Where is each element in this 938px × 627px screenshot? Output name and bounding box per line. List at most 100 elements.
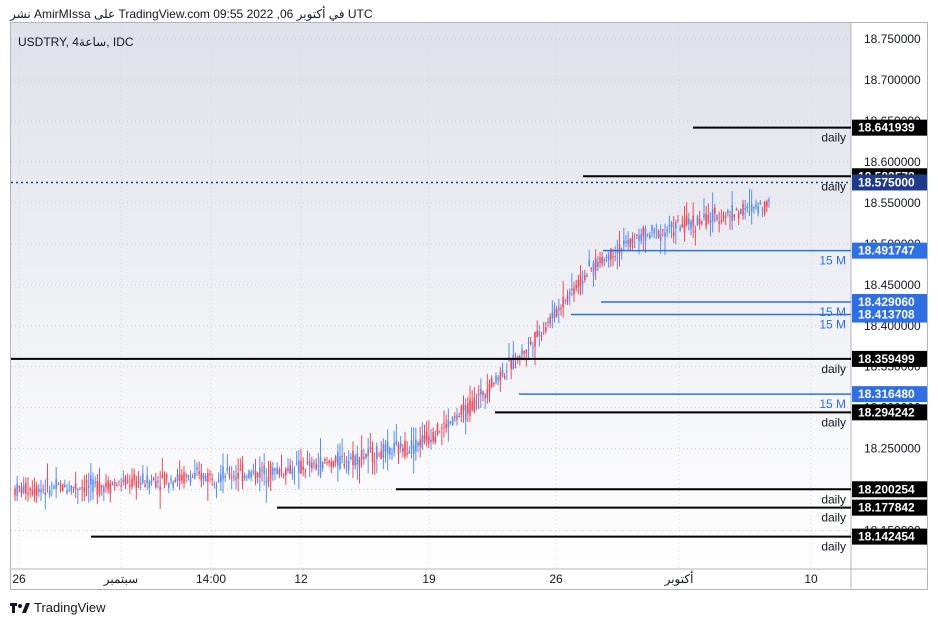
level-timeframe-label: daily xyxy=(821,131,846,145)
candle-body xyxy=(471,401,473,411)
candle-body xyxy=(25,482,27,494)
candle-body xyxy=(155,480,157,488)
candle-body xyxy=(261,470,263,472)
candle-body xyxy=(298,460,300,473)
candle-body xyxy=(109,483,112,494)
candle-body xyxy=(740,208,742,214)
candle-body xyxy=(139,482,142,485)
candle-body xyxy=(629,238,632,248)
candle-body xyxy=(430,439,432,443)
candle-body xyxy=(274,468,276,471)
candle-body xyxy=(588,260,590,267)
price-tag-label: 18.177842 xyxy=(858,501,915,515)
candle-body xyxy=(547,321,549,323)
y-tick-label: 18.600000 xyxy=(864,155,921,169)
candle-body xyxy=(291,468,294,475)
candle-body xyxy=(191,476,194,478)
candle-body xyxy=(627,240,629,244)
candle-body xyxy=(685,215,688,225)
candle-body xyxy=(317,465,320,467)
candle-body xyxy=(659,234,662,241)
price-tag-label: 18.316480 xyxy=(858,387,915,401)
candle-body xyxy=(668,224,671,227)
candle-body xyxy=(538,331,541,336)
candle-body xyxy=(230,476,233,478)
candle-body xyxy=(718,221,720,224)
level-timeframe-label: 15 M xyxy=(819,397,846,411)
candle-body xyxy=(163,478,166,485)
candle-body xyxy=(404,440,406,457)
candle-body xyxy=(198,471,200,475)
price-tag xyxy=(852,528,927,545)
y-tick-label: 18.450000 xyxy=(864,278,921,292)
candle-body xyxy=(157,480,159,482)
candle-body xyxy=(633,246,636,248)
candle-body xyxy=(568,292,571,295)
candle-body xyxy=(458,415,460,417)
candle-body xyxy=(534,332,536,347)
candle-body xyxy=(443,422,445,424)
price-tag xyxy=(852,293,927,310)
candle-body xyxy=(456,414,458,421)
candle-body xyxy=(625,241,627,244)
candle-body xyxy=(300,460,302,474)
candle-body xyxy=(532,347,534,349)
candle-body xyxy=(57,484,60,486)
candle-body xyxy=(393,443,395,453)
candle-body xyxy=(763,201,766,215)
candle-body xyxy=(77,488,79,491)
candle-body xyxy=(120,485,122,487)
candle-body xyxy=(129,484,131,487)
candle-body xyxy=(265,481,268,484)
candle-body xyxy=(586,274,588,277)
candle-body xyxy=(670,222,673,228)
level-timeframe-label: daily xyxy=(821,362,846,376)
candle-body xyxy=(701,221,703,224)
candle-body xyxy=(664,232,666,237)
candle-body xyxy=(72,486,75,488)
candle-body xyxy=(334,456,337,463)
candle-body xyxy=(384,444,387,452)
candle-body xyxy=(354,456,356,466)
candle-body xyxy=(510,360,512,370)
candle-body xyxy=(174,479,177,482)
candle-body xyxy=(282,474,285,476)
candle-body xyxy=(239,468,242,471)
candle-body xyxy=(525,349,528,353)
candle-body xyxy=(571,288,573,291)
candle-body xyxy=(484,394,486,399)
candle-body xyxy=(703,214,705,218)
candle-body xyxy=(467,403,469,414)
candle-body xyxy=(766,201,768,207)
candle-body xyxy=(759,202,762,204)
candle-body xyxy=(122,479,125,483)
candle-body xyxy=(482,391,484,396)
candle-body xyxy=(447,419,450,428)
candle-body xyxy=(735,208,738,211)
chart-canvas[interactable]: 18.75000018.70000018.65000018.60000018.5… xyxy=(11,23,927,589)
candle-body xyxy=(410,440,413,450)
candle-body xyxy=(161,474,164,479)
candle-body xyxy=(315,463,317,469)
chart-area[interactable]: 18.75000018.70000018.65000018.60000018.5… xyxy=(10,22,928,590)
candle-body xyxy=(495,375,497,383)
price-tag xyxy=(852,306,927,323)
candle-body xyxy=(592,262,595,276)
x-tick-label: 26 xyxy=(12,572,26,586)
candle-body xyxy=(612,256,614,258)
candle-body xyxy=(714,207,716,214)
candle-body xyxy=(731,204,733,221)
candle-body xyxy=(146,475,148,483)
candle-body xyxy=(172,481,174,488)
price-tag-label: 18.491747 xyxy=(858,244,915,258)
candle-body xyxy=(746,206,749,209)
candle-body xyxy=(228,472,231,477)
candle-body xyxy=(332,460,335,466)
candle-body xyxy=(391,453,393,455)
candle-body xyxy=(579,273,582,286)
candle-body xyxy=(295,463,298,465)
candle-body xyxy=(603,258,606,262)
candle-body xyxy=(159,486,161,491)
candle-body xyxy=(64,484,66,487)
candle-body xyxy=(35,485,38,496)
